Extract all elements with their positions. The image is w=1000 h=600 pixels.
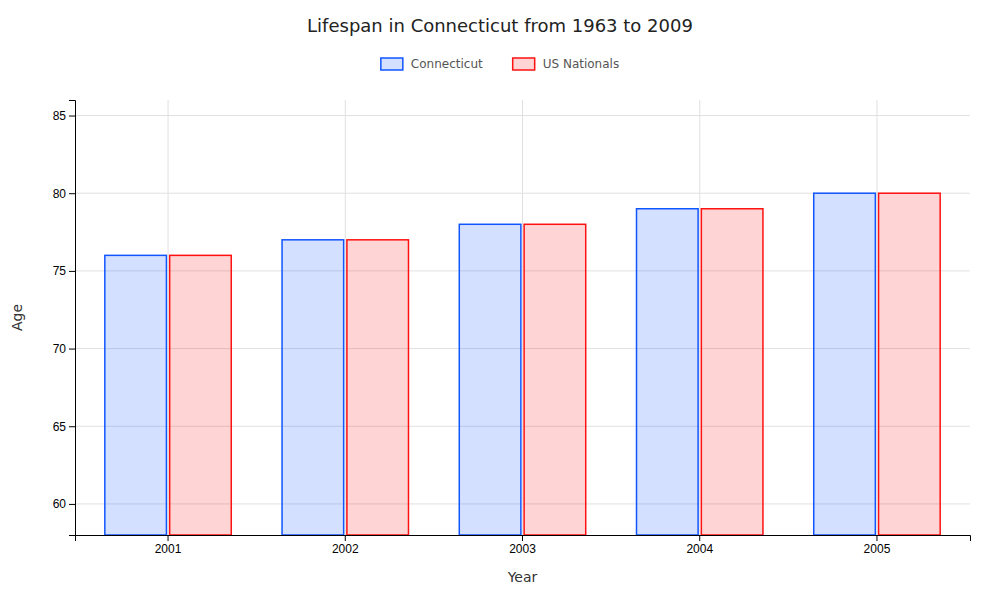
x-tick-mark <box>168 535 169 541</box>
chart: 2001 2002 2003 2004 2005 60 65 70 75 80 85 Year Age L… <box>0 0 1000 600</box>
grid <box>75 100 970 535</box>
y-tick: 70 <box>53 342 75 356</box>
bar-series <box>170 193 941 535</box>
x-tick: 2001 <box>155 535 182 556</box>
legend-swatch <box>513 58 535 70</box>
y-tick: 60 <box>53 497 75 511</box>
y-tick-label: 80 <box>53 187 67 201</box>
x-tick-mark <box>522 535 523 541</box>
y-axis: 60 65 70 75 80 85 <box>53 101 76 536</box>
x-grid-line <box>522 100 523 535</box>
x-axis: 2001 2002 2003 2004 2005 <box>76 535 971 556</box>
y-tick-mark <box>69 271 75 272</box>
legend-item: US Nationals <box>513 57 619 71</box>
bar <box>637 209 699 535</box>
x-tick-label: 2001 <box>155 542 182 556</box>
y-tick: 75 <box>53 264 75 278</box>
y-tick-mark <box>69 193 75 194</box>
y-tick-mark <box>69 349 75 350</box>
bar <box>282 240 344 535</box>
bar <box>105 255 167 535</box>
x-tick: 2005 <box>864 535 891 556</box>
plot: 2001 2002 2003 2004 2005 60 65 70 75 80 85 <box>53 100 971 556</box>
legend-label: Connecticut <box>411 57 483 71</box>
bar <box>524 224 586 535</box>
x-grid-line <box>699 100 700 535</box>
y-tick-mark <box>69 426 75 427</box>
x-tick-mark <box>345 535 346 541</box>
y-tick: 65 <box>53 420 75 434</box>
bar <box>814 193 876 535</box>
legend: Connecticut US Nationals <box>381 57 619 71</box>
x-axis-line <box>76 536 971 542</box>
y-axis-title: Age <box>9 304 25 331</box>
y-axis-line <box>69 101 76 536</box>
legend-label: US Nationals <box>543 57 619 71</box>
bars <box>105 193 940 535</box>
title: Lifespan in Connecticut from 1963 to 200… <box>307 15 693 36</box>
x-tick: 2002 <box>332 535 359 556</box>
x-tick-label: 2004 <box>686 542 713 556</box>
y-tick: 80 <box>53 187 75 201</box>
y-tick: 85 <box>53 109 75 123</box>
legend-item: Connecticut <box>381 57 483 71</box>
x-tick-label: 2005 <box>864 542 891 556</box>
bar <box>459 224 521 535</box>
y-tick-mark <box>69 116 75 117</box>
x-grid-line <box>168 100 169 535</box>
bar-series <box>105 193 876 535</box>
legend-swatch <box>381 58 403 70</box>
y-tick-label: 65 <box>53 420 67 434</box>
bar <box>879 193 941 535</box>
x-tick-mark <box>876 535 877 541</box>
x-tick-mark <box>699 535 700 541</box>
x-tick-label: 2003 <box>509 542 536 556</box>
y-tick-label: 75 <box>53 264 67 278</box>
x-tick: 2003 <box>509 535 536 556</box>
x-tick: 2004 <box>686 535 713 556</box>
bar <box>170 255 232 535</box>
bar <box>701 209 763 535</box>
y-tick-label: 85 <box>53 109 67 123</box>
x-grid-line <box>876 100 877 535</box>
bar <box>347 240 409 535</box>
x-axis-title: Year <box>507 569 538 585</box>
y-tick-mark <box>69 504 75 505</box>
y-tick-label: 60 <box>53 497 67 511</box>
y-tick-label: 70 <box>53 342 67 356</box>
x-grid-line <box>345 100 346 535</box>
x-tick-label: 2002 <box>332 542 359 556</box>
